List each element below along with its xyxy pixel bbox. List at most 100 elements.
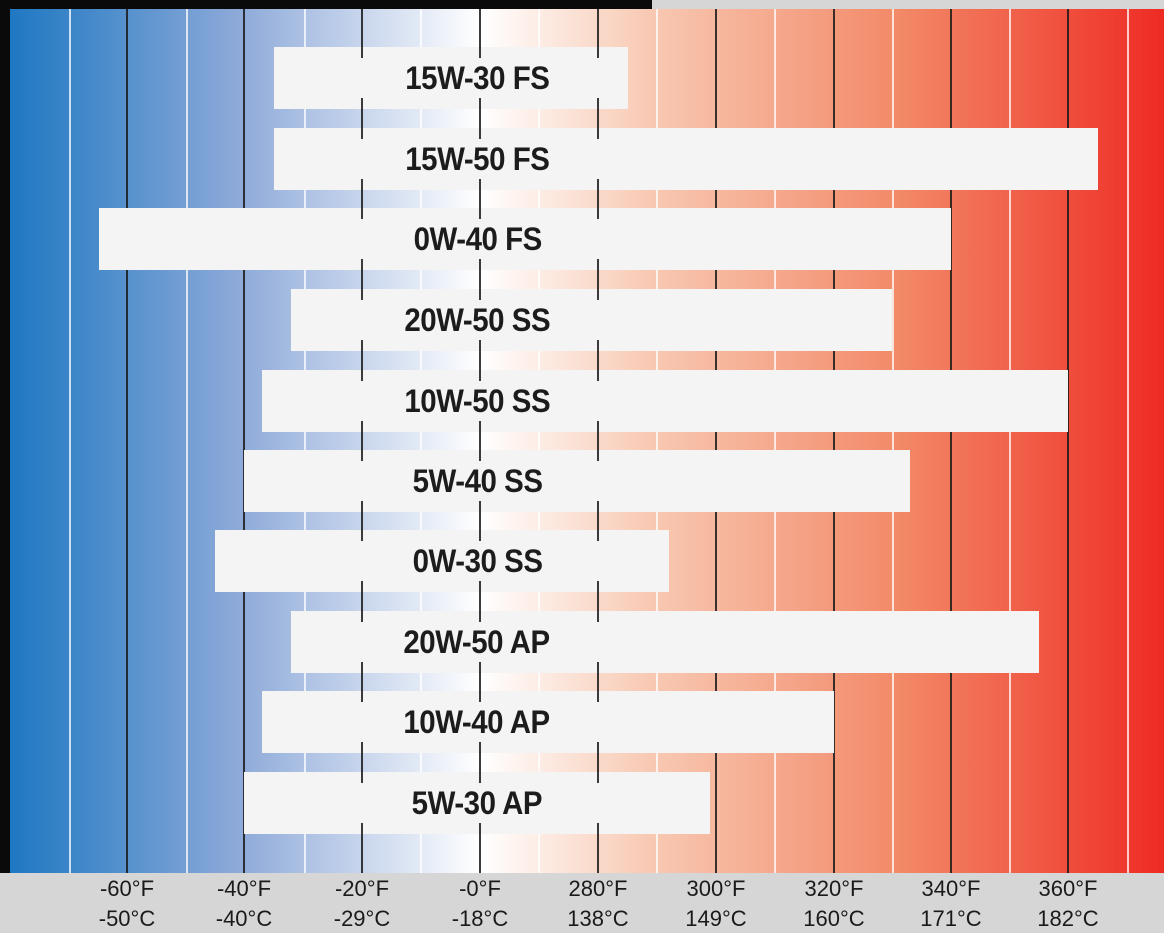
bar-tick [479,581,481,592]
bar-tick [479,772,481,783]
bar-tick [361,501,363,512]
bar-tick [596,691,599,702]
axis-tick-fahrenheit: -40°F [216,876,272,901]
bar-tick [597,179,599,190]
bar-tick [478,691,481,702]
bar-tick [479,128,481,139]
bar-tick [596,340,599,351]
oil-bar-0w-40-fs: 0W-40 FS [98,208,951,270]
axis-tick-celsius: 149°C [685,906,747,931]
bar-tick [479,98,481,109]
bar-tick [597,823,599,834]
bar-tick [360,289,363,300]
oil-bar-label: 10W-50 SS [404,383,551,419]
bar-tick [479,501,481,512]
gridline-minor-2 [186,9,188,873]
gridline-minor-8 [892,9,894,873]
bar-tick [360,340,363,351]
bar-tick [361,259,363,270]
oil-bar-label: 5W-30 AP [411,785,543,821]
bar-tick [597,128,599,139]
bar-tick [596,421,599,432]
gridline-major-4 [479,9,481,873]
axis-tick-celsius: -18°C [451,906,509,931]
bar-tick [478,370,481,381]
axis-tick-fahrenheit: -60°F [99,876,155,901]
axis-tick-fahrenheit: 340°F [921,876,981,901]
bar-tick [479,530,481,541]
axis-tick-celsius: 182°C [1037,906,1099,931]
bar-tick [361,772,363,783]
bar-tick [478,421,481,432]
gridline-minor-5 [538,9,540,873]
chart-plot-area: 15W-30 FS 15W-50 FS 0W-40 FS 20W-50 SS 10W-5… [10,9,1164,873]
bar-tick [479,208,481,219]
bar-tick [479,259,481,270]
top-border [0,0,652,9]
bar-tick [361,47,363,58]
axis-tick-fahrenheit: 300°F [686,876,746,901]
bar-tick [479,823,481,834]
oil-bar-label: 0W-40 FS [413,221,542,257]
oil-bar-15w-30-fs: 15W-30 FS [273,47,628,109]
gridline-minor-1 [69,9,71,873]
axis-tick-celsius: -29°C [333,906,391,931]
bar-tick [596,370,599,381]
gridline-major-5 [597,9,599,873]
gridline-major-8 [950,9,952,873]
gridline-major-7 [833,9,835,873]
gridline-minor-10 [1127,9,1129,873]
oil-bar-label: 5W-40 SS [412,463,543,499]
oil-bar-label: 20W-50 AP [403,624,551,660]
bar-tick [597,530,599,541]
gridline-minor-6 [656,9,658,873]
gridline-minor-7 [774,9,776,873]
oil-bar-10w-40-ap: 10W-40 AP [261,691,834,753]
bar-tick [361,450,363,461]
left-border [0,0,10,873]
bar-tick [361,581,363,592]
axis-tick-fahrenheit: -20°F [334,876,390,901]
axis-tick-celsius: -50°C [98,906,156,931]
gridline-major-1 [126,9,128,873]
bar-tick [479,47,481,58]
bar-tick [360,742,363,753]
gridline-minor-4 [420,9,422,873]
bar-tick [361,208,363,219]
axis-tick-fahrenheit: 320°F [804,876,864,901]
top-border-gap [652,0,1164,9]
bar-tick [596,742,599,753]
bar-tick [478,611,481,622]
bar-tick [596,662,599,673]
bar-tick [597,259,599,270]
bar-tick [361,823,363,834]
bar-tick [361,530,363,541]
bar-tick [597,772,599,783]
bar-tick [478,742,481,753]
axis-tick-fahrenheit: 280°F [568,876,628,901]
bar-tick [360,691,363,702]
oil-bar-label: 20W-50 SS [404,302,551,338]
axis-tick-celsius: -40°C [215,906,273,931]
gridline-major-3 [361,9,363,873]
gridline-minor-9 [1009,9,1011,873]
bar-tick [597,501,599,512]
bar-tick [361,179,363,190]
bar-tick [596,289,599,300]
oil-bar-label: 0W-30 SS [412,543,543,579]
bar-tick [597,450,599,461]
bar-tick [597,47,599,58]
bar-tick [360,611,363,622]
bar-tick [478,662,481,673]
gridline-major-6 [715,9,717,873]
oil-bar-5w-30-ap: 5W-30 AP [244,772,711,834]
axis-tick-fahrenheit: -0°F [459,876,501,901]
bar-tick [597,208,599,219]
axis-tick-celsius: 171°C [920,906,982,931]
axis-tick-fahrenheit: 360°F [1038,876,1098,901]
bar-tick [360,662,363,673]
oil-bar-20w-50-ap: 20W-50 AP [291,611,1039,673]
oil-bar-label: 15W-50 FS [404,141,550,177]
bar-tick [361,128,363,139]
oil-bar-0w-30-ss: 0W-30 SS [214,530,669,592]
